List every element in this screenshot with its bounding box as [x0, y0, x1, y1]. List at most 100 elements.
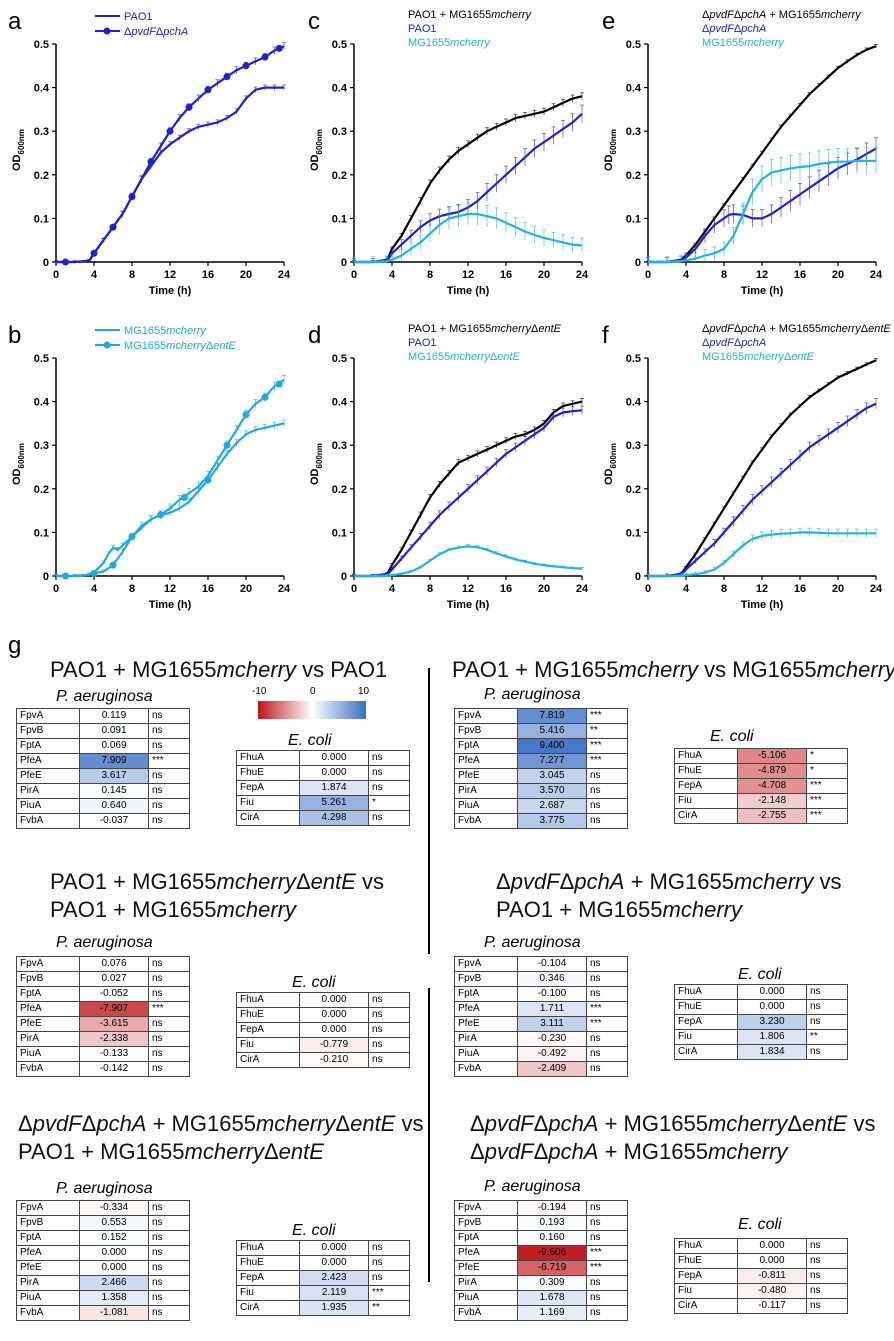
- significance: ***: [368, 1285, 410, 1301]
- significance: ns: [368, 750, 410, 766]
- series-line: [648, 402, 877, 578]
- gene-name: PfeE: [16, 768, 80, 784]
- table-row: PiuA 1.678 ns: [454, 1290, 628, 1306]
- x-tick-label: 24: [278, 583, 291, 595]
- significance: ns: [368, 1270, 410, 1286]
- legend-label: MG1655mcherry: [124, 325, 207, 337]
- growth-chart-a: 0 0.1 0.2 0.3 0.4 0.5 0 4 8 12 16 20 24 Time (h) OD600…: [11, 11, 291, 297]
- data-point: [261, 393, 269, 401]
- table-row: FvbA -0.142 ns: [16, 1061, 190, 1077]
- legend-label: ΔpvdFΔpchA: [124, 26, 188, 38]
- fold-change-value: 2.119: [299, 1285, 369, 1301]
- x-tick-label: 16: [794, 583, 806, 595]
- table-row: FptA -0.052 ns: [16, 986, 190, 1002]
- gene-name: FpvA: [454, 708, 518, 724]
- significance: ns: [368, 810, 410, 826]
- x-tick-label: 16: [202, 269, 214, 281]
- significance: ns: [148, 1046, 190, 1062]
- significance: ns: [148, 1305, 190, 1321]
- gene-name: PfeA: [454, 1245, 518, 1261]
- gene-name: PfeE: [454, 1016, 518, 1032]
- e-coli-table: FhuA 0.000 ns FhuE 0.000 ns FepA 3.230 ns Fiu 1.80…: [674, 984, 848, 1060]
- legend-label: MG1655mcherryΔentE: [408, 351, 521, 363]
- gene-name: FptA: [16, 1230, 80, 1246]
- significance: ns: [806, 1268, 848, 1284]
- gene-name: FpvB: [454, 971, 518, 987]
- table-row: PiuA 2.687 ns: [454, 798, 628, 814]
- table-row: CirA -0.117 ns: [674, 1298, 848, 1314]
- fold-change-value: 0.091: [79, 723, 149, 739]
- gene-name: FepA: [674, 1268, 738, 1284]
- panel-letter-f: f: [602, 322, 609, 349]
- significance: ***: [586, 1001, 628, 1017]
- legend-label: PAO1: [408, 23, 437, 35]
- fold-change-value: 1.678: [517, 1290, 587, 1306]
- fold-change-value: -0.104: [517, 956, 587, 972]
- significance: ns: [148, 1260, 190, 1276]
- growth-chart-e: 0 0.1 0.2 0.3 0.4 0.5 0 4 8 12 16 20 24 Time (h) OD600…: [603, 9, 883, 297]
- significance: ns: [148, 768, 190, 784]
- p-aeruginosa-table: FpvA -0.104 ns FpvB 0.346 ns FptA -0.100 ns PfeA 1…: [454, 956, 628, 1077]
- fold-change-value: 1.834: [737, 1044, 807, 1060]
- e-coli-label: E. coli: [292, 974, 336, 991]
- significance: ns: [148, 738, 190, 754]
- p-aeruginosa-table: FpvA -0.194 ns FpvB 0.193 ns FptA 0.160 ns PfeA -9…: [454, 1200, 628, 1321]
- e-coli-label: E. coli: [288, 732, 332, 749]
- fold-change-value: 0.000: [299, 1007, 369, 1023]
- x-tick-label: 20: [832, 583, 844, 595]
- legend-label: PAO1: [408, 337, 437, 349]
- table-row: PfeA 7.277 ***: [454, 753, 628, 769]
- fold-change-value: -4.879: [737, 763, 807, 779]
- y-axis-label: OD600nm: [11, 129, 26, 171]
- table-row: FhuE 0.000 ns: [236, 1007, 410, 1023]
- fold-change-value: 1.358: [79, 1290, 149, 1306]
- y-tick-label: 0.5: [332, 39, 347, 51]
- x-axis-label: Time (h): [149, 285, 192, 297]
- fold-change-value: 0.000: [79, 1260, 149, 1276]
- y-tick-label: 0: [341, 257, 347, 269]
- significance: ns: [586, 1031, 628, 1047]
- data-point: [128, 193, 136, 201]
- table-row: FepA -4.708 ***: [674, 778, 848, 794]
- legend-label: ΔpvdFΔpchA + MG1655mcherry: [702, 9, 862, 21]
- y-tick-label: 0.3: [34, 126, 49, 138]
- table-row: FpvA -0.104 ns: [454, 956, 628, 972]
- series-line: [648, 147, 877, 264]
- fold-change-value: 7.909: [79, 753, 149, 769]
- gene-name: FhuA: [674, 1238, 738, 1254]
- table-row: PiuA 0.640 ns: [16, 798, 190, 814]
- fold-change-value: -0.230: [517, 1031, 587, 1047]
- heatmap-title: ΔpvdFΔpchA + MG1655mcherryΔentE vs PAO1 +…: [18, 1111, 424, 1164]
- significance: ns: [806, 984, 848, 1000]
- table-row: CirA -2.755 ***: [674, 808, 848, 824]
- fold-change-value: -2.409: [517, 1061, 587, 1077]
- table-row: FpvB 5.416 **: [454, 723, 628, 739]
- legend: ΔpvdFΔpchA + MG1655mcherry ΔpvdFΔpchA MG16…: [702, 9, 862, 49]
- data-point: [157, 511, 164, 519]
- table-row: FhuA 0.000 ns: [674, 984, 848, 1000]
- table-row: Fiu -0.779 ns: [236, 1037, 410, 1053]
- fold-change-value: -0.142: [79, 1061, 149, 1077]
- series-2: [646, 527, 878, 578]
- y-tick-label: 0: [635, 571, 641, 583]
- y-tick-label: 0.4: [34, 83, 50, 95]
- significance: ns: [586, 813, 628, 829]
- e-coli-label: E. coli: [292, 1222, 336, 1239]
- table-row: PirA 0.145 ns: [16, 783, 190, 799]
- table-row: FpvA 0.076 ns: [16, 956, 190, 972]
- gene-name: FpvB: [454, 1215, 518, 1231]
- legend-label: PAO1 + MG1655mcherry: [408, 9, 532, 21]
- fold-change-value: -0.492: [517, 1046, 587, 1062]
- series-line: [354, 95, 583, 264]
- colorbar-min: -10: [252, 686, 267, 697]
- x-tick-label: 8: [129, 269, 135, 281]
- x-tick-label: 4: [683, 583, 690, 595]
- table-row: FhuA -5.106 *: [674, 748, 848, 764]
- y-axis-label: OD600nm: [603, 443, 618, 485]
- table-row: Fiu 5.261 *: [236, 795, 410, 811]
- panel-letter-e: e: [602, 8, 616, 35]
- x-tick-label: 4: [91, 583, 98, 595]
- series-1: [352, 405, 584, 578]
- y-tick-label: 0.1: [332, 527, 347, 539]
- panel-letter-d: d: [308, 322, 322, 349]
